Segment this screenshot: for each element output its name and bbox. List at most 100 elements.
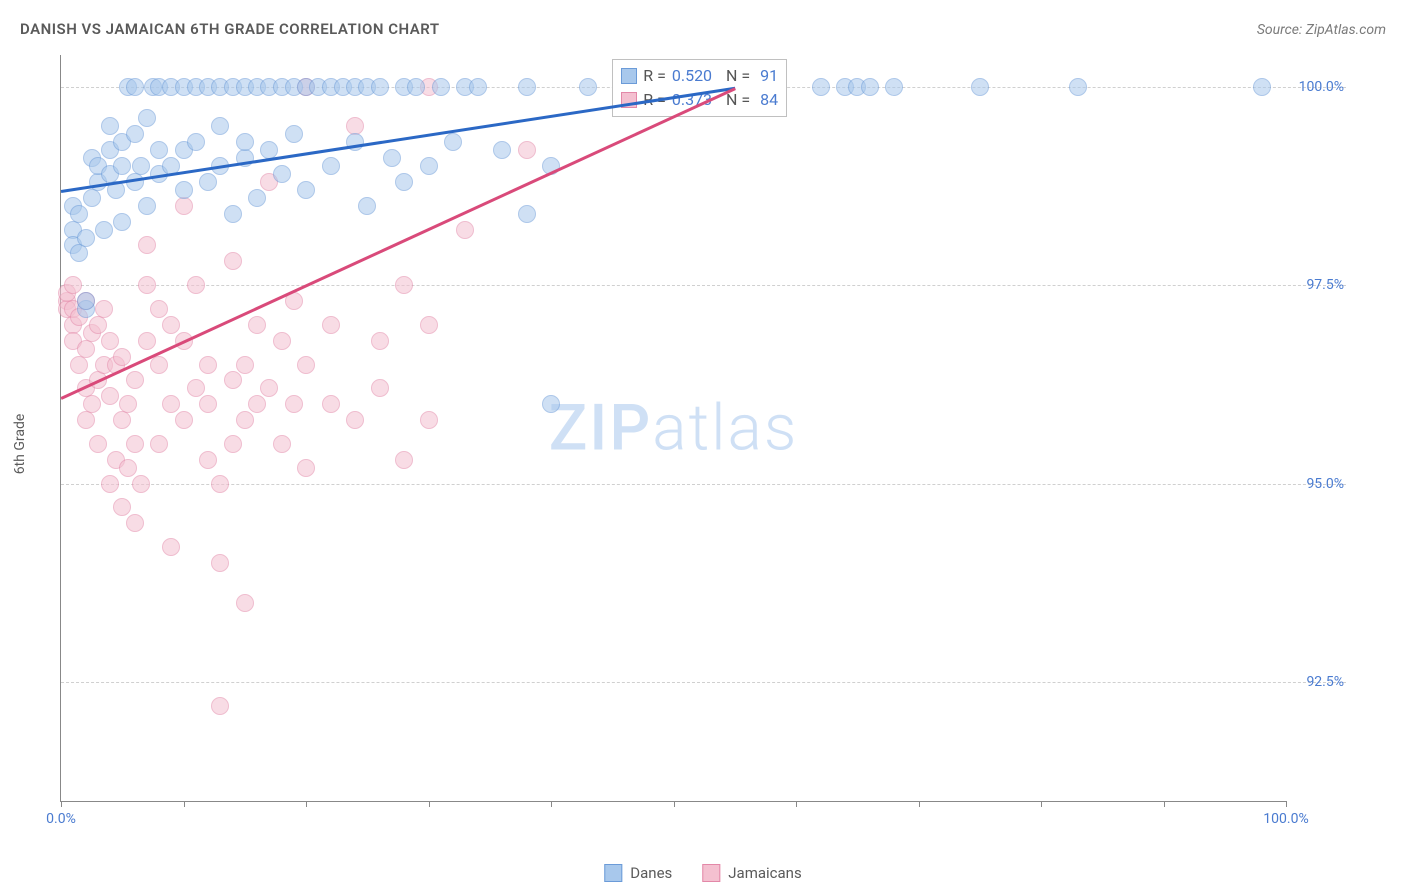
ytick-label: 95.0% [1289,476,1344,492]
marker [432,78,450,96]
marker [132,157,150,175]
marker [101,387,119,405]
marker [95,221,113,239]
marker [861,78,879,96]
marker [371,332,389,350]
marker [322,316,340,334]
marker [77,340,95,358]
marker [175,411,193,429]
legend-label: Jamaicans [728,864,801,882]
marker [346,411,364,429]
xtick [61,801,62,807]
xtick [919,801,920,807]
marker [542,395,560,413]
marker [579,78,597,96]
marker [89,316,107,334]
xtick [1041,801,1042,807]
marker [236,133,254,151]
marker [199,173,217,191]
xtick [306,801,307,807]
gridline [61,285,1346,286]
chart-title: DANISH VS JAMAICAN 6TH GRADE CORRELATION… [20,20,440,38]
marker [420,411,438,429]
marker [89,435,107,453]
xtick [674,801,675,807]
marker [150,300,168,318]
gridline [61,484,1346,485]
marker [187,276,205,294]
marker [518,78,536,96]
marker [119,459,137,477]
marker [211,475,229,493]
marker [518,205,536,223]
marker [119,395,137,413]
marker [113,157,131,175]
marker [113,213,131,231]
marker [885,78,903,96]
marker [138,109,156,127]
marker [70,244,88,262]
xtick-label: 0.0% [46,811,76,827]
marker [126,78,144,96]
marker [236,411,254,429]
stats-row: R = 0.520 N = 91 [621,64,778,88]
marker [138,332,156,350]
marker [273,165,291,183]
marker [493,141,511,159]
marker [150,356,168,374]
marker [518,141,536,159]
marker [187,379,205,397]
marker [395,276,413,294]
marker [444,133,462,151]
marker [285,395,303,413]
marker [236,594,254,612]
xtick [184,801,185,807]
marker [346,133,364,151]
marker [101,332,119,350]
ytick-label: 97.5% [1289,277,1344,293]
marker [70,205,88,223]
marker [199,356,217,374]
marker [138,197,156,215]
ytick-label: 100.0% [1289,79,1344,95]
marker [236,356,254,374]
legend: Danes Jamaicans [604,864,801,882]
marker [211,554,229,572]
marker [224,435,242,453]
marker [162,316,180,334]
marker [297,356,315,374]
ytick-label: 92.5% [1289,674,1344,690]
marker [77,411,95,429]
marker [175,197,193,215]
legend-item-jamaicans: Jamaicans [702,864,801,882]
marker [248,316,266,334]
marker [162,538,180,556]
marker [224,205,242,223]
marker [322,157,340,175]
marker [95,300,113,318]
source-attribution: Source: ZipAtlas.com [1257,22,1386,38]
marker [371,379,389,397]
marker [273,332,291,350]
xtick [429,801,430,807]
marker [113,411,131,429]
marker [456,221,474,239]
marker [322,395,340,413]
marker [395,451,413,469]
marker [126,371,144,389]
xtick [1286,801,1287,807]
gridline [61,682,1346,683]
marker [224,252,242,270]
marker [260,379,278,397]
marker [113,348,131,366]
marker [70,356,88,374]
marker [248,189,266,207]
marker [138,276,156,294]
marker [126,514,144,532]
legend-swatch [702,864,720,882]
marker [1069,78,1087,96]
xtick [796,801,797,807]
marker [469,78,487,96]
marker [126,125,144,143]
marker [175,181,193,199]
